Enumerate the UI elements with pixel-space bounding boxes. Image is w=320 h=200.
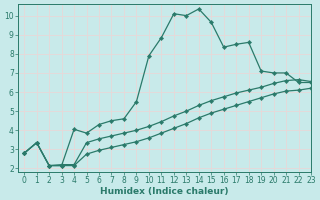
- X-axis label: Humidex (Indice chaleur): Humidex (Indice chaleur): [100, 187, 229, 196]
